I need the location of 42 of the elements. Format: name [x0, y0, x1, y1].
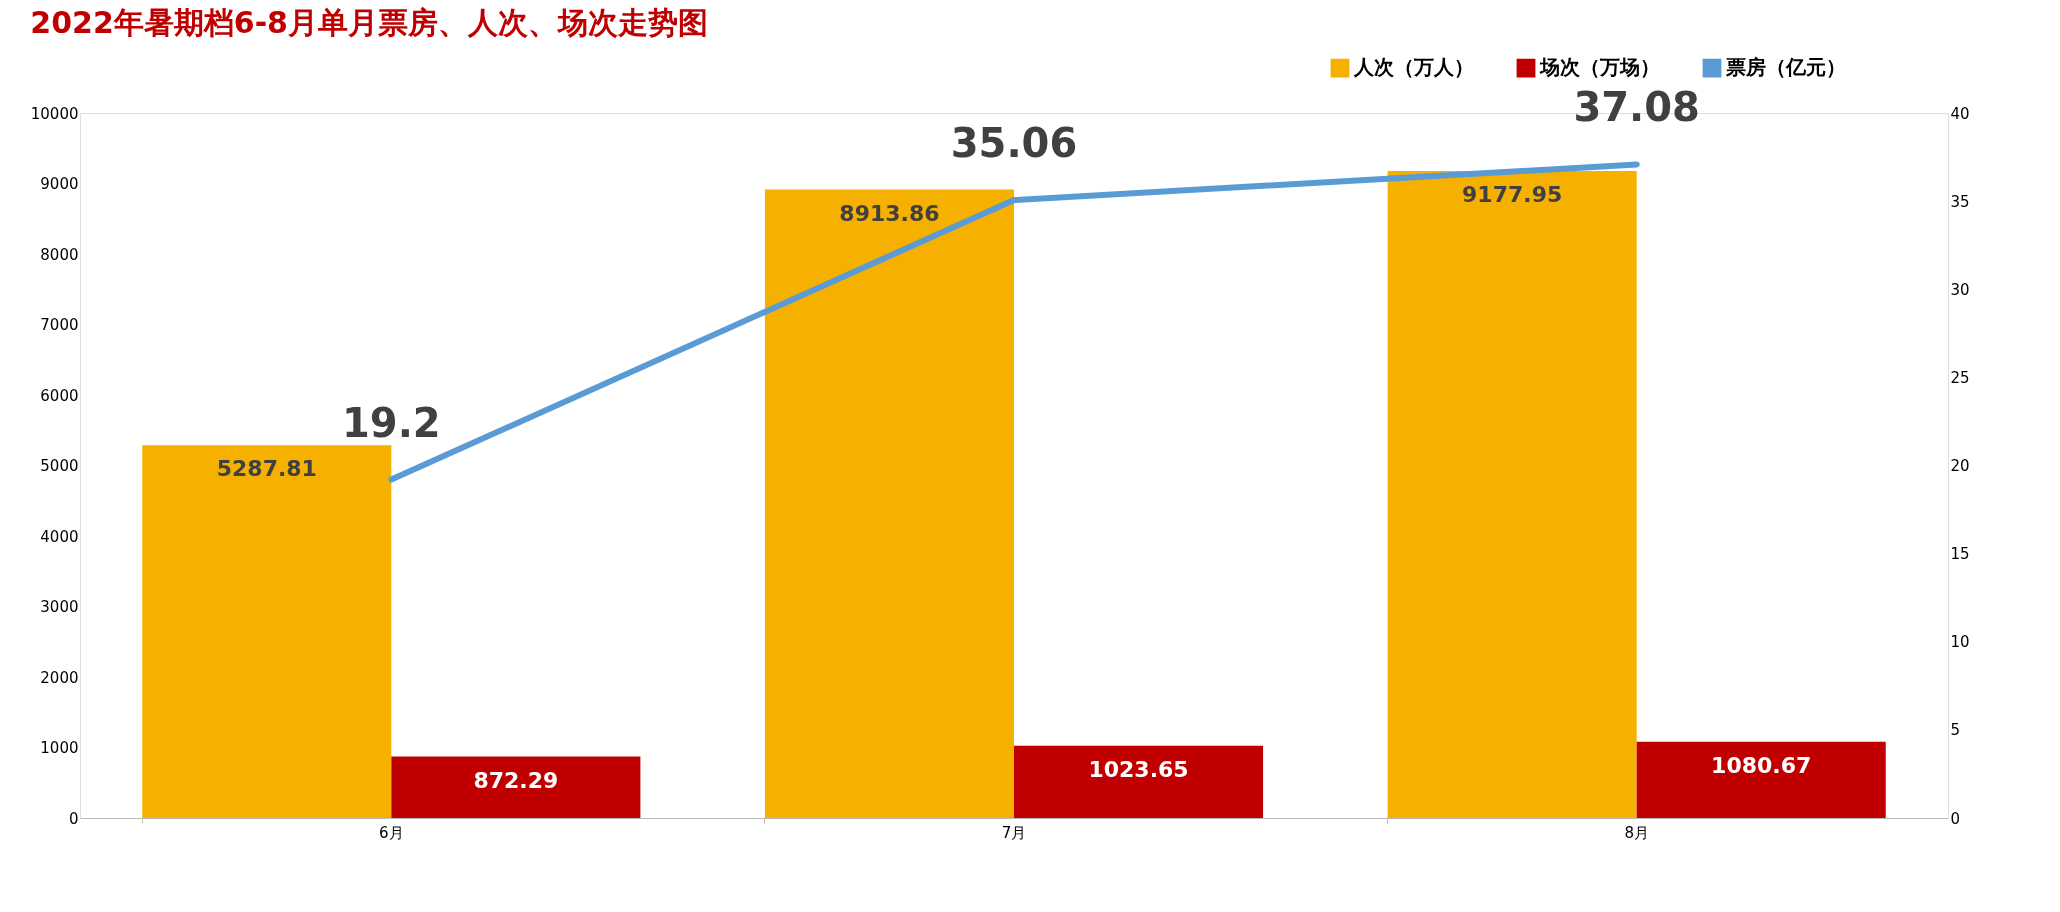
- bar: [1636, 741, 1886, 818]
- bar: [764, 189, 1014, 818]
- x-tick-label: 7月: [1001, 823, 1027, 842]
- chart-title: 2022年暑期档6-8月单月票房、人次、场次走势图: [30, 5, 708, 41]
- data-label: 8913.86: [839, 200, 940, 226]
- data-label: 1080.67: [1711, 752, 1812, 778]
- y-tick-label: 0: [68, 809, 79, 828]
- y2-tick-label: 35: [1950, 192, 1970, 211]
- y2-tick-label: 5: [1950, 721, 1961, 740]
- y-tick-label: 8000: [40, 245, 79, 264]
- data-label: 5287.81: [216, 456, 317, 482]
- y-tick-label: 3000: [40, 598, 79, 616]
- x-tick-label: 6月: [379, 823, 404, 842]
- y-tick-label: 1000: [40, 739, 79, 757]
- bar: [142, 445, 392, 818]
- data-label: 1023.65: [1088, 756, 1189, 782]
- data-label: 9177.95: [1462, 181, 1563, 207]
- legend-label: 票房（亿元）: [1725, 55, 1846, 80]
- data-label: 19.2: [341, 399, 441, 446]
- y-tick-label: 4000: [40, 527, 79, 546]
- y2-tick-label: 30: [1950, 280, 1970, 299]
- y-tick-label: 9000: [40, 175, 79, 193]
- data-label: 37.08: [1573, 84, 1700, 131]
- x-tick-label: 8月: [1624, 823, 1649, 842]
- bar: [1014, 745, 1264, 818]
- data-label: 872.29: [473, 767, 559, 793]
- y2-tick-label: 25: [1950, 368, 1970, 387]
- y2-tick-label: 15: [1950, 545, 1970, 564]
- y-tick-label: 10000: [30, 104, 79, 123]
- y2-tick-label: 0: [1950, 809, 1961, 828]
- y2-tick-label: 40: [1950, 104, 1970, 123]
- y-tick-label: 5000: [40, 457, 79, 475]
- bar: [391, 756, 641, 818]
- y-tick-label: 2000: [40, 668, 79, 687]
- y2-tick-label: 10: [1950, 633, 1970, 652]
- bar: [1387, 170, 1637, 818]
- data-label: 35.06: [950, 120, 1078, 167]
- legend-label: 场次（万场）: [1539, 55, 1660, 80]
- y2-tick-label: 20: [1950, 457, 1970, 475]
- legend-label: 人次（万人）: [1353, 55, 1474, 80]
- y-tick-label: 7000: [40, 316, 79, 334]
- y-tick-label: 6000: [40, 386, 79, 405]
